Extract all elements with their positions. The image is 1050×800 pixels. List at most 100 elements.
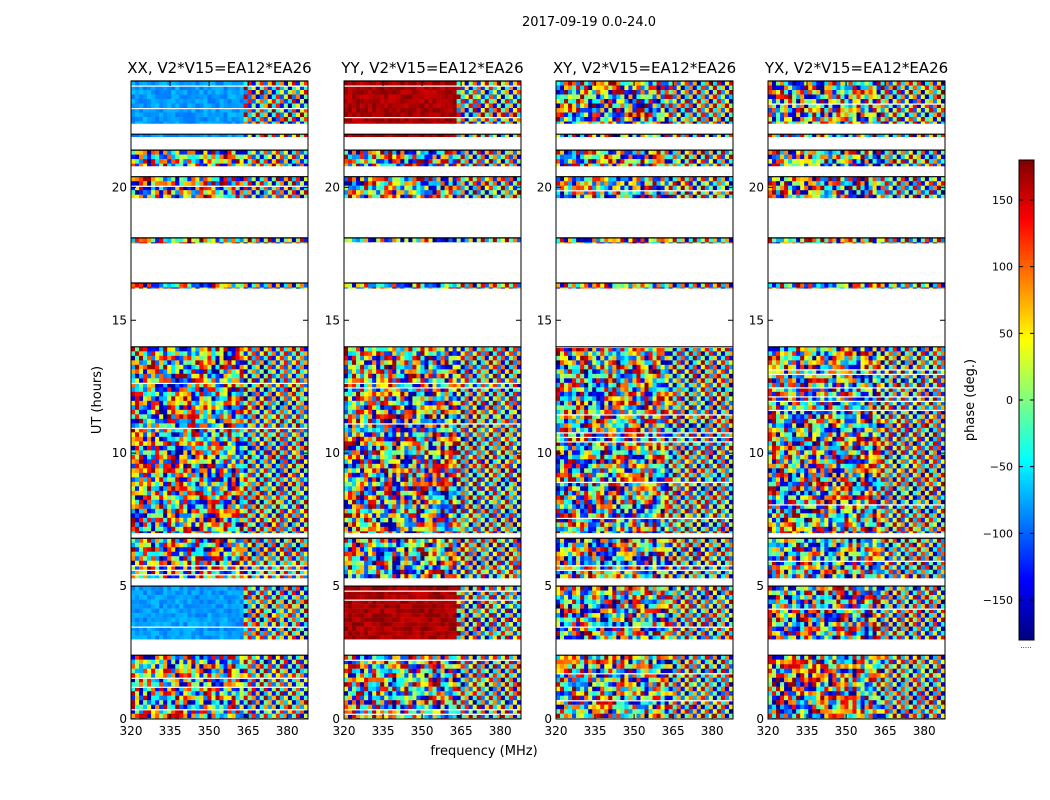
phase-cell	[203, 547, 208, 552]
phase-cell	[167, 542, 172, 548]
phase-cell	[392, 664, 397, 669]
phase-cell	[275, 382, 281, 388]
phase-cell	[219, 495, 224, 501]
phase-cell	[400, 677, 405, 683]
phase-cell	[271, 427, 277, 433]
phase-cell	[203, 459, 208, 465]
phase-cell	[159, 445, 164, 451]
phase-cell	[231, 360, 236, 366]
phase-cell	[508, 677, 514, 683]
phase-cell	[255, 154, 261, 160]
phase-cell	[283, 704, 289, 710]
phase-cell	[496, 673, 502, 678]
phase-cell	[291, 626, 297, 632]
phase-cell	[279, 556, 285, 561]
phase-cell	[139, 427, 144, 433]
phase-cell	[251, 355, 257, 361]
phase-cell	[171, 181, 176, 186]
phase-cell	[255, 608, 261, 614]
phase-cell	[227, 441, 232, 447]
phase-cell	[187, 369, 192, 375]
phase-cell	[243, 490, 248, 496]
phase-cell	[279, 287, 285, 289]
phase-cell	[380, 691, 385, 696]
phase-cell	[219, 90, 224, 95]
phase-cell	[227, 499, 232, 505]
phase-cell	[227, 396, 232, 402]
phase-cell	[488, 664, 494, 669]
phase-cell	[143, 81, 148, 86]
phase-cell	[159, 436, 164, 442]
phase-cell	[139, 677, 144, 683]
phase-cell	[187, 499, 192, 505]
phase-cell	[223, 655, 228, 660]
phase-cell	[219, 499, 224, 505]
phase-cell	[159, 108, 164, 113]
phase-cell	[163, 154, 168, 160]
phase-cell	[271, 522, 277, 528]
phase-cell	[267, 504, 273, 510]
phase-cell	[239, 176, 244, 182]
phase-cell	[215, 490, 220, 496]
phase-cell	[295, 369, 301, 375]
phase-cell	[171, 287, 176, 289]
phase-cell	[211, 635, 216, 640]
phase-cell	[159, 673, 164, 678]
phase-cell	[155, 477, 160, 483]
phase-cell	[175, 565, 180, 570]
phase-cell	[167, 237, 172, 243]
phase-cell	[143, 513, 148, 519]
phase-cell	[275, 686, 281, 692]
phase-cell	[183, 463, 188, 469]
phase-cell	[215, 477, 220, 483]
phase-cell	[207, 423, 212, 429]
phase-cell	[303, 538, 309, 543]
phase-cell	[167, 150, 172, 155]
phase-cell	[488, 668, 494, 674]
phase-cell	[227, 134, 232, 138]
phase-cell	[235, 508, 240, 514]
phase-cell	[147, 695, 152, 701]
phase-cell	[364, 673, 369, 678]
phase-cell	[448, 655, 453, 660]
phase-cell	[175, 396, 180, 402]
phase-cell	[227, 631, 232, 636]
phase-cell	[215, 441, 220, 447]
phase-cell	[352, 682, 357, 687]
phase-cell	[227, 477, 232, 483]
phase-cell	[287, 617, 293, 623]
phase-cell	[167, 635, 172, 640]
phase-cell	[215, 556, 220, 561]
phase-cell	[275, 90, 281, 95]
phase-cell	[512, 655, 518, 660]
phase-cell	[223, 445, 228, 451]
phase-cell	[235, 504, 240, 510]
phase-cell	[299, 355, 305, 361]
phase-cell	[171, 190, 176, 195]
phase-cell	[412, 677, 417, 683]
phase-cell	[175, 504, 180, 510]
phase-cell	[143, 405, 148, 411]
phase-cell	[283, 181, 289, 186]
phase-cell	[195, 586, 200, 591]
phase-cell	[291, 522, 297, 528]
phase-cell	[263, 490, 269, 496]
phase-cell	[171, 134, 176, 138]
phase-cell	[287, 574, 293, 579]
phase-cell	[143, 617, 148, 623]
phase-cell	[139, 704, 144, 710]
phase-cell	[239, 346, 244, 352]
phase-cell	[191, 108, 196, 113]
phase-cell	[247, 538, 252, 543]
phase-cell	[299, 613, 305, 618]
phase-cell	[464, 677, 470, 683]
phase-cell	[231, 423, 236, 429]
phase-cell	[251, 490, 257, 496]
phase-cell	[171, 617, 176, 623]
phase-cell	[179, 117, 184, 122]
phase-cell	[195, 432, 200, 438]
phase-cell	[259, 346, 265, 352]
phase-cell	[135, 551, 140, 557]
phase-cell	[271, 94, 277, 100]
